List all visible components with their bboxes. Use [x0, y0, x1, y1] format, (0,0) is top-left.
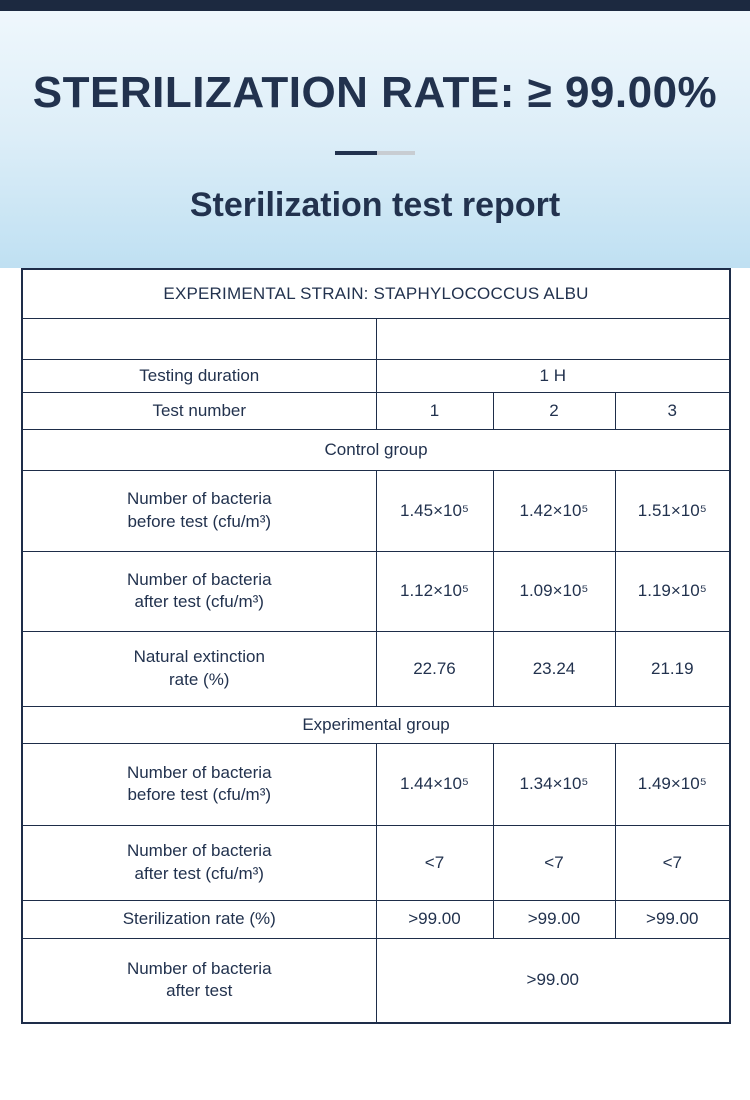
table-row-experimental-group-header: Experimental group — [21, 705, 731, 744]
experimental-after-value-3: <7 — [614, 824, 731, 901]
label-line-2: before test (cfu/m³) — [127, 785, 272, 804]
control-before-label: Number of bacteria before test (cfu/m³) — [21, 469, 377, 552]
divider-dark-segment — [335, 151, 377, 155]
label-line-1: Natural extinction — [133, 647, 265, 667]
table-row-control-before: Number of bacteria before test (cfu/m³) … — [21, 469, 731, 552]
experimental-before-value-3: 1.49×10⁵ — [614, 742, 731, 826]
table-row-experimental-after: Number of bacteria after test (cfu/m³) <… — [21, 824, 731, 901]
page-title: STERILIZATION RATE: ≥ 99.00% — [32, 68, 718, 117]
hero-banner: STERILIZATION RATE: ≥ 99.00% Sterilizati… — [0, 11, 750, 268]
page-subtitle: Sterilization test report — [189, 186, 561, 224]
test-number-label: Test number — [21, 391, 377, 430]
final-row-label-block: Number of bacteria after test — [127, 958, 272, 1002]
table-row-natural-extinction: Natural extinction rate (%) 22.76 23.24 … — [21, 630, 731, 707]
experimental-after-value-1: <7 — [375, 824, 494, 901]
sterilization-rate-value-1: >99.00 — [375, 899, 494, 939]
table-row-testing-duration: Testing duration 1 H — [21, 358, 731, 393]
label-line-1: Number of bacteria — [126, 569, 272, 589]
empty-label-cell — [21, 317, 377, 360]
experimental-before-value-2: 1.34×10⁵ — [492, 742, 616, 826]
label-line-2: after test — [166, 981, 233, 1001]
table-row-experimental-before: Number of bacteria before test (cfu/m³) … — [21, 742, 731, 826]
label-line-1: Number of bacteria — [126, 841, 272, 861]
natural-extinction-label: Natural extinction rate (%) — [21, 630, 377, 707]
label-line-1: Number of bacteria — [126, 489, 272, 509]
natural-extinction-value-2: 23.24 — [492, 630, 616, 707]
experimental-before-label-block: Number of bacteria before test (cfu/m³) — [127, 762, 272, 806]
final-row-label: Number of bacteria after test — [21, 937, 377, 1024]
label-line-2: rate (%) — [169, 669, 230, 689]
control-before-value-3: 1.51×10⁵ — [614, 469, 731, 552]
table-row-test-number: Test number 1 2 3 — [21, 391, 731, 430]
natural-extinction-value-3: 21.19 — [614, 630, 731, 707]
label-line-2: before test (cfu/m³) — [127, 511, 272, 531]
testing-duration-value: 1 H — [375, 358, 731, 393]
experimental-group-header-cell: Experimental group — [21, 705, 731, 744]
table-row-strain: EXPERIMENTAL STRAIN: STAPHYLOCOCCUS ALBU — [21, 268, 731, 319]
sterilization-rate-label: Sterilization rate (%) — [21, 899, 377, 939]
experimental-before-label: Number of bacteria before test (cfu/m³) — [21, 742, 377, 826]
label-line-2: after test (cfu/m³) — [134, 592, 264, 611]
strain-header-cell: EXPERIMENTAL STRAIN: STAPHYLOCOCCUS ALBU — [21, 268, 731, 319]
table-row-empty — [21, 317, 731, 360]
report-table-area: EXPERIMENTAL STRAIN: STAPHYLOCOCCUS ALBU… — [0, 268, 750, 1024]
control-after-label-block: Number of bacteria after test (cfu/m³) — [127, 569, 272, 613]
label-line-2: after test (cfu/m³) — [134, 863, 264, 883]
sterilization-rate-value-3: >99.00 — [614, 899, 731, 939]
label-line-1: Number of bacteria — [126, 959, 272, 979]
experimental-after-label: Number of bacteria after test (cfu/m³) — [21, 824, 377, 901]
control-after-value-3: 1.19×10⁵ — [614, 550, 731, 632]
table-row-control-after: Number of bacteria after test (cfu/m³) 1… — [21, 550, 731, 632]
control-before-value-1: 1.45×10⁵ — [375, 469, 494, 552]
control-after-label: Number of bacteria after test (cfu/m³) — [21, 550, 377, 632]
table-row-sterilization-rate: Sterilization rate (%) >99.00 >99.00 >99… — [21, 899, 731, 939]
testing-duration-label: Testing duration — [21, 358, 377, 393]
test-number-value-1: 1 — [375, 391, 494, 430]
final-row-value: >99.00 — [375, 937, 731, 1024]
control-group-header-cell: Control group — [21, 428, 731, 471]
natural-extinction-value-1: 22.76 — [375, 630, 494, 707]
experimental-after-value-2: <7 — [492, 824, 616, 901]
control-after-value-1: 1.12×10⁵ — [375, 550, 494, 632]
label-line-1: Number of bacteria — [126, 762, 272, 782]
title-divider — [0, 151, 750, 155]
experimental-before-value-1: 1.44×10⁵ — [375, 742, 494, 826]
sterilization-rate-value-2: >99.00 — [492, 899, 616, 939]
divider-light-segment — [377, 151, 415, 155]
control-before-value-2: 1.42×10⁵ — [492, 469, 616, 552]
control-before-label-block: Number of bacteria before test (cfu/m³) — [127, 488, 272, 532]
table-row-final: Number of bacteria after test >99.00 — [21, 937, 731, 1024]
top-accent-bar — [0, 0, 750, 11]
table-row-control-group-header: Control group — [21, 428, 731, 471]
empty-value-cell — [375, 317, 731, 360]
test-number-value-3: 3 — [614, 391, 731, 430]
test-number-value-2: 2 — [492, 391, 616, 430]
natural-extinction-label-block: Natural extinction rate (%) — [134, 646, 265, 690]
control-after-value-2: 1.09×10⁵ — [492, 550, 616, 632]
experimental-after-label-block: Number of bacteria after test (cfu/m³) — [127, 840, 272, 884]
sterilization-report-table: EXPERIMENTAL STRAIN: STAPHYLOCOCCUS ALBU… — [21, 268, 732, 1024]
page: STERILIZATION RATE: ≥ 99.00% Sterilizati… — [0, 0, 750, 1024]
